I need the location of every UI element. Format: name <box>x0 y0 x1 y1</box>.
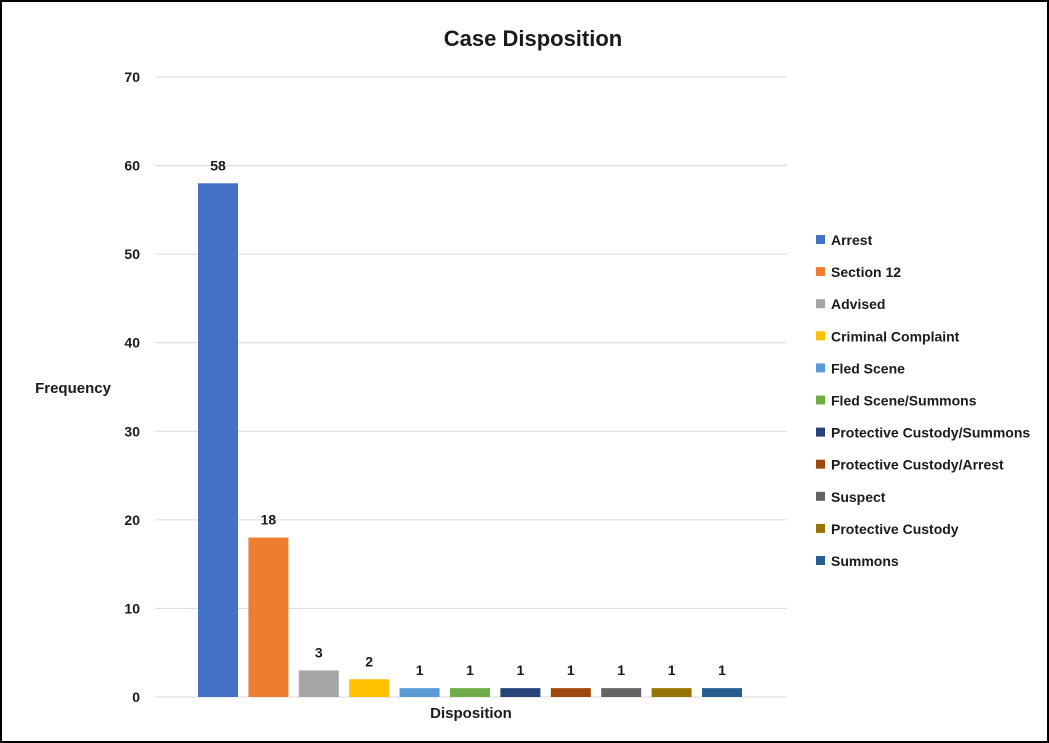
y-tick-label: 30 <box>124 423 140 439</box>
bar-7 <box>500 688 541 697</box>
data-label: 1 <box>466 662 474 678</box>
legend-label: Section 12 <box>831 264 901 280</box>
data-label: 1 <box>668 662 676 678</box>
chart-title: Case Disposition <box>444 26 622 51</box>
data-label: 1 <box>416 662 424 678</box>
y-axis-ticks: 0 10 20 30 40 50 60 70 <box>124 69 140 705</box>
data-label: 2 <box>365 653 373 669</box>
y-axis-label: Frequency <box>35 380 112 397</box>
legend-swatch <box>816 459 825 469</box>
bars <box>198 183 742 698</box>
bar-11 <box>702 688 742 697</box>
legend-label: Fled Scene <box>831 360 905 376</box>
y-tick-label: 50 <box>124 246 140 262</box>
legend-swatch <box>816 299 825 309</box>
y-tick-label: 20 <box>124 512 140 528</box>
bar-2 <box>248 537 289 697</box>
y-tick-label: 0 <box>132 689 140 705</box>
y-tick-label: 40 <box>124 335 140 351</box>
y-tick-label: 10 <box>124 600 140 616</box>
y-tick-label: 60 <box>124 158 140 174</box>
legend-label: Protective Custody/Arrest <box>831 457 1004 473</box>
data-label: 1 <box>567 662 575 678</box>
legend-swatch <box>816 235 825 244</box>
bar-4 <box>349 679 390 697</box>
legend-swatch <box>816 491 825 501</box>
bar-6 <box>450 688 490 697</box>
bar-5 <box>399 688 440 697</box>
data-label: 1 <box>617 662 625 678</box>
bar-10 <box>651 688 692 697</box>
legend-label: Summons <box>831 553 899 569</box>
legend-swatch <box>816 523 825 533</box>
data-label: 1 <box>718 662 726 678</box>
legend-swatch <box>816 395 825 405</box>
bar-9 <box>601 688 642 697</box>
y-tick-label: 70 <box>124 69 140 85</box>
legend-label: Protective Custody/Summons <box>831 425 1030 441</box>
data-label: 3 <box>315 644 323 660</box>
legend-swatch <box>816 331 825 341</box>
data-labels: 58 18 3 2 1 1 1 1 1 1 1 <box>210 157 726 678</box>
legend-label: Arrest <box>831 232 873 248</box>
legend-label: Fled Scene/Summons <box>831 393 977 409</box>
data-label: 1 <box>517 662 525 678</box>
legend: Arrest Section 12 Advised Criminal Complain… <box>816 232 1030 569</box>
x-axis-label: Disposition <box>430 705 512 722</box>
bar-1 <box>198 183 238 698</box>
legend-swatch <box>816 556 825 565</box>
data-label: 58 <box>210 157 226 173</box>
legend-label: Criminal Complaint <box>831 328 960 344</box>
legend-swatch <box>816 427 825 437</box>
legend-label: Advised <box>831 296 885 312</box>
data-label: 18 <box>261 512 277 528</box>
legend-label: Suspect <box>831 489 886 505</box>
legend-swatch <box>816 267 825 277</box>
legend-swatch <box>816 363 825 373</box>
legend-label: Protective Custody <box>831 521 959 537</box>
bar-8 <box>550 688 591 697</box>
bar-3 <box>298 670 339 697</box>
